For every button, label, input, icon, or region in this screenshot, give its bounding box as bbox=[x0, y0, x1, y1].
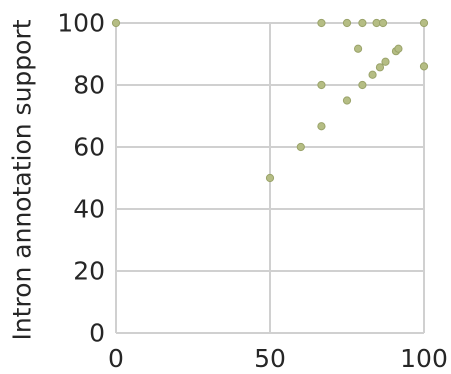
x-tick-label: 50 bbox=[254, 344, 286, 373]
y-tick-label: 40 bbox=[73, 195, 105, 224]
data-point bbox=[265, 173, 275, 183]
x-tick-label: 0 bbox=[108, 344, 124, 373]
tick-labels: 0 20 40 60 80 100 0 50 100 bbox=[57, 9, 448, 374]
data-point bbox=[419, 18, 429, 28]
data-point bbox=[358, 80, 367, 90]
y-tick-label: 80 bbox=[73, 71, 105, 100]
y-tick-label: 60 bbox=[73, 133, 105, 162]
y-axis-title: Intron annotation support bbox=[8, 19, 37, 340]
data-point bbox=[317, 18, 326, 28]
data-point bbox=[368, 70, 377, 79]
data-point bbox=[394, 44, 403, 53]
data-point bbox=[353, 44, 363, 53]
data-point bbox=[317, 122, 326, 131]
x-tick-label: 100 bbox=[400, 344, 448, 373]
data-point bbox=[358, 18, 367, 28]
data-point bbox=[419, 62, 429, 71]
data-point bbox=[317, 80, 326, 90]
data-point bbox=[378, 18, 388, 28]
data-point bbox=[111, 18, 121, 28]
y-tick-label: 20 bbox=[73, 257, 105, 286]
data-point bbox=[342, 18, 352, 28]
data-point bbox=[381, 57, 390, 66]
data-point bbox=[342, 96, 352, 105]
y-tick-label: 100 bbox=[57, 9, 105, 38]
data-point bbox=[375, 63, 385, 72]
y-tick-label: 0 bbox=[89, 319, 105, 348]
axes bbox=[115, 23, 424, 334]
data-point bbox=[296, 142, 305, 152]
data-points bbox=[111, 18, 429, 183]
